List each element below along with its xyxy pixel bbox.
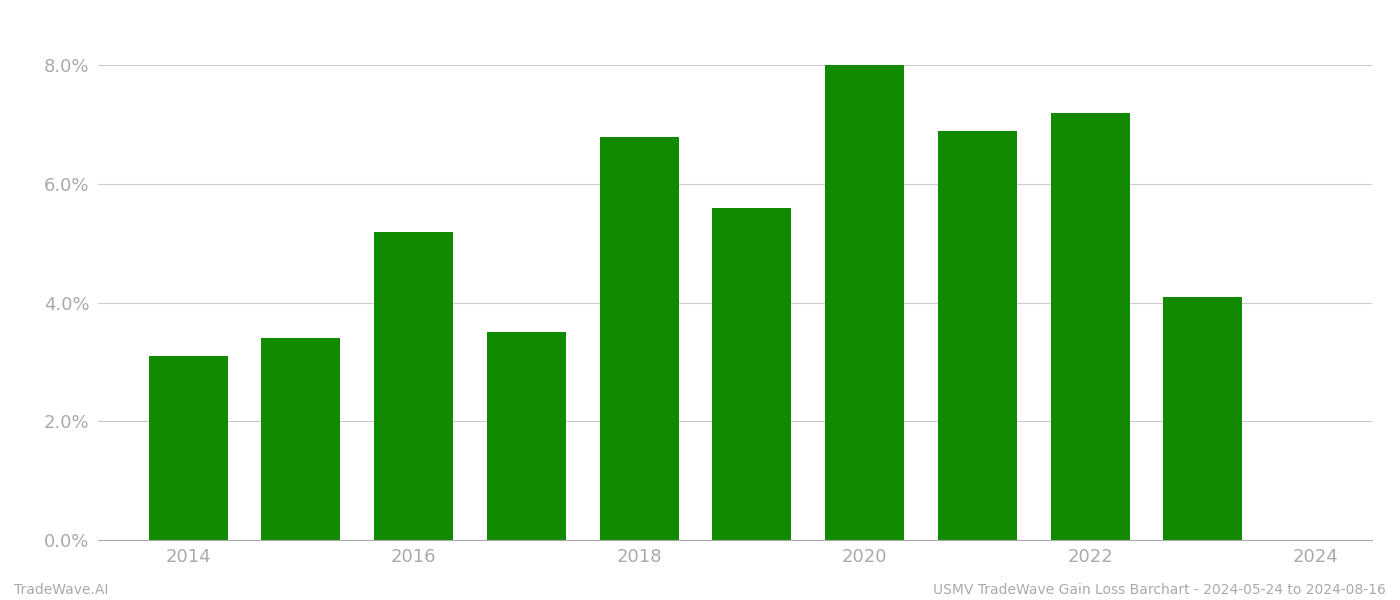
Bar (713, 208, 791, 540)
Bar (599, 137, 679, 540)
Bar (825, 65, 904, 540)
Text: USMV TradeWave Gain Loss Barchart - 2024-05-24 to 2024-08-16: USMV TradeWave Gain Loss Barchart - 2024… (934, 583, 1386, 597)
Bar (1050, 113, 1130, 540)
Bar (487, 332, 566, 540)
Bar (262, 338, 340, 540)
Bar (374, 232, 454, 540)
Bar (148, 356, 228, 540)
Text: TradeWave.AI: TradeWave.AI (14, 583, 108, 597)
Bar (938, 131, 1016, 540)
Bar (1163, 297, 1242, 540)
